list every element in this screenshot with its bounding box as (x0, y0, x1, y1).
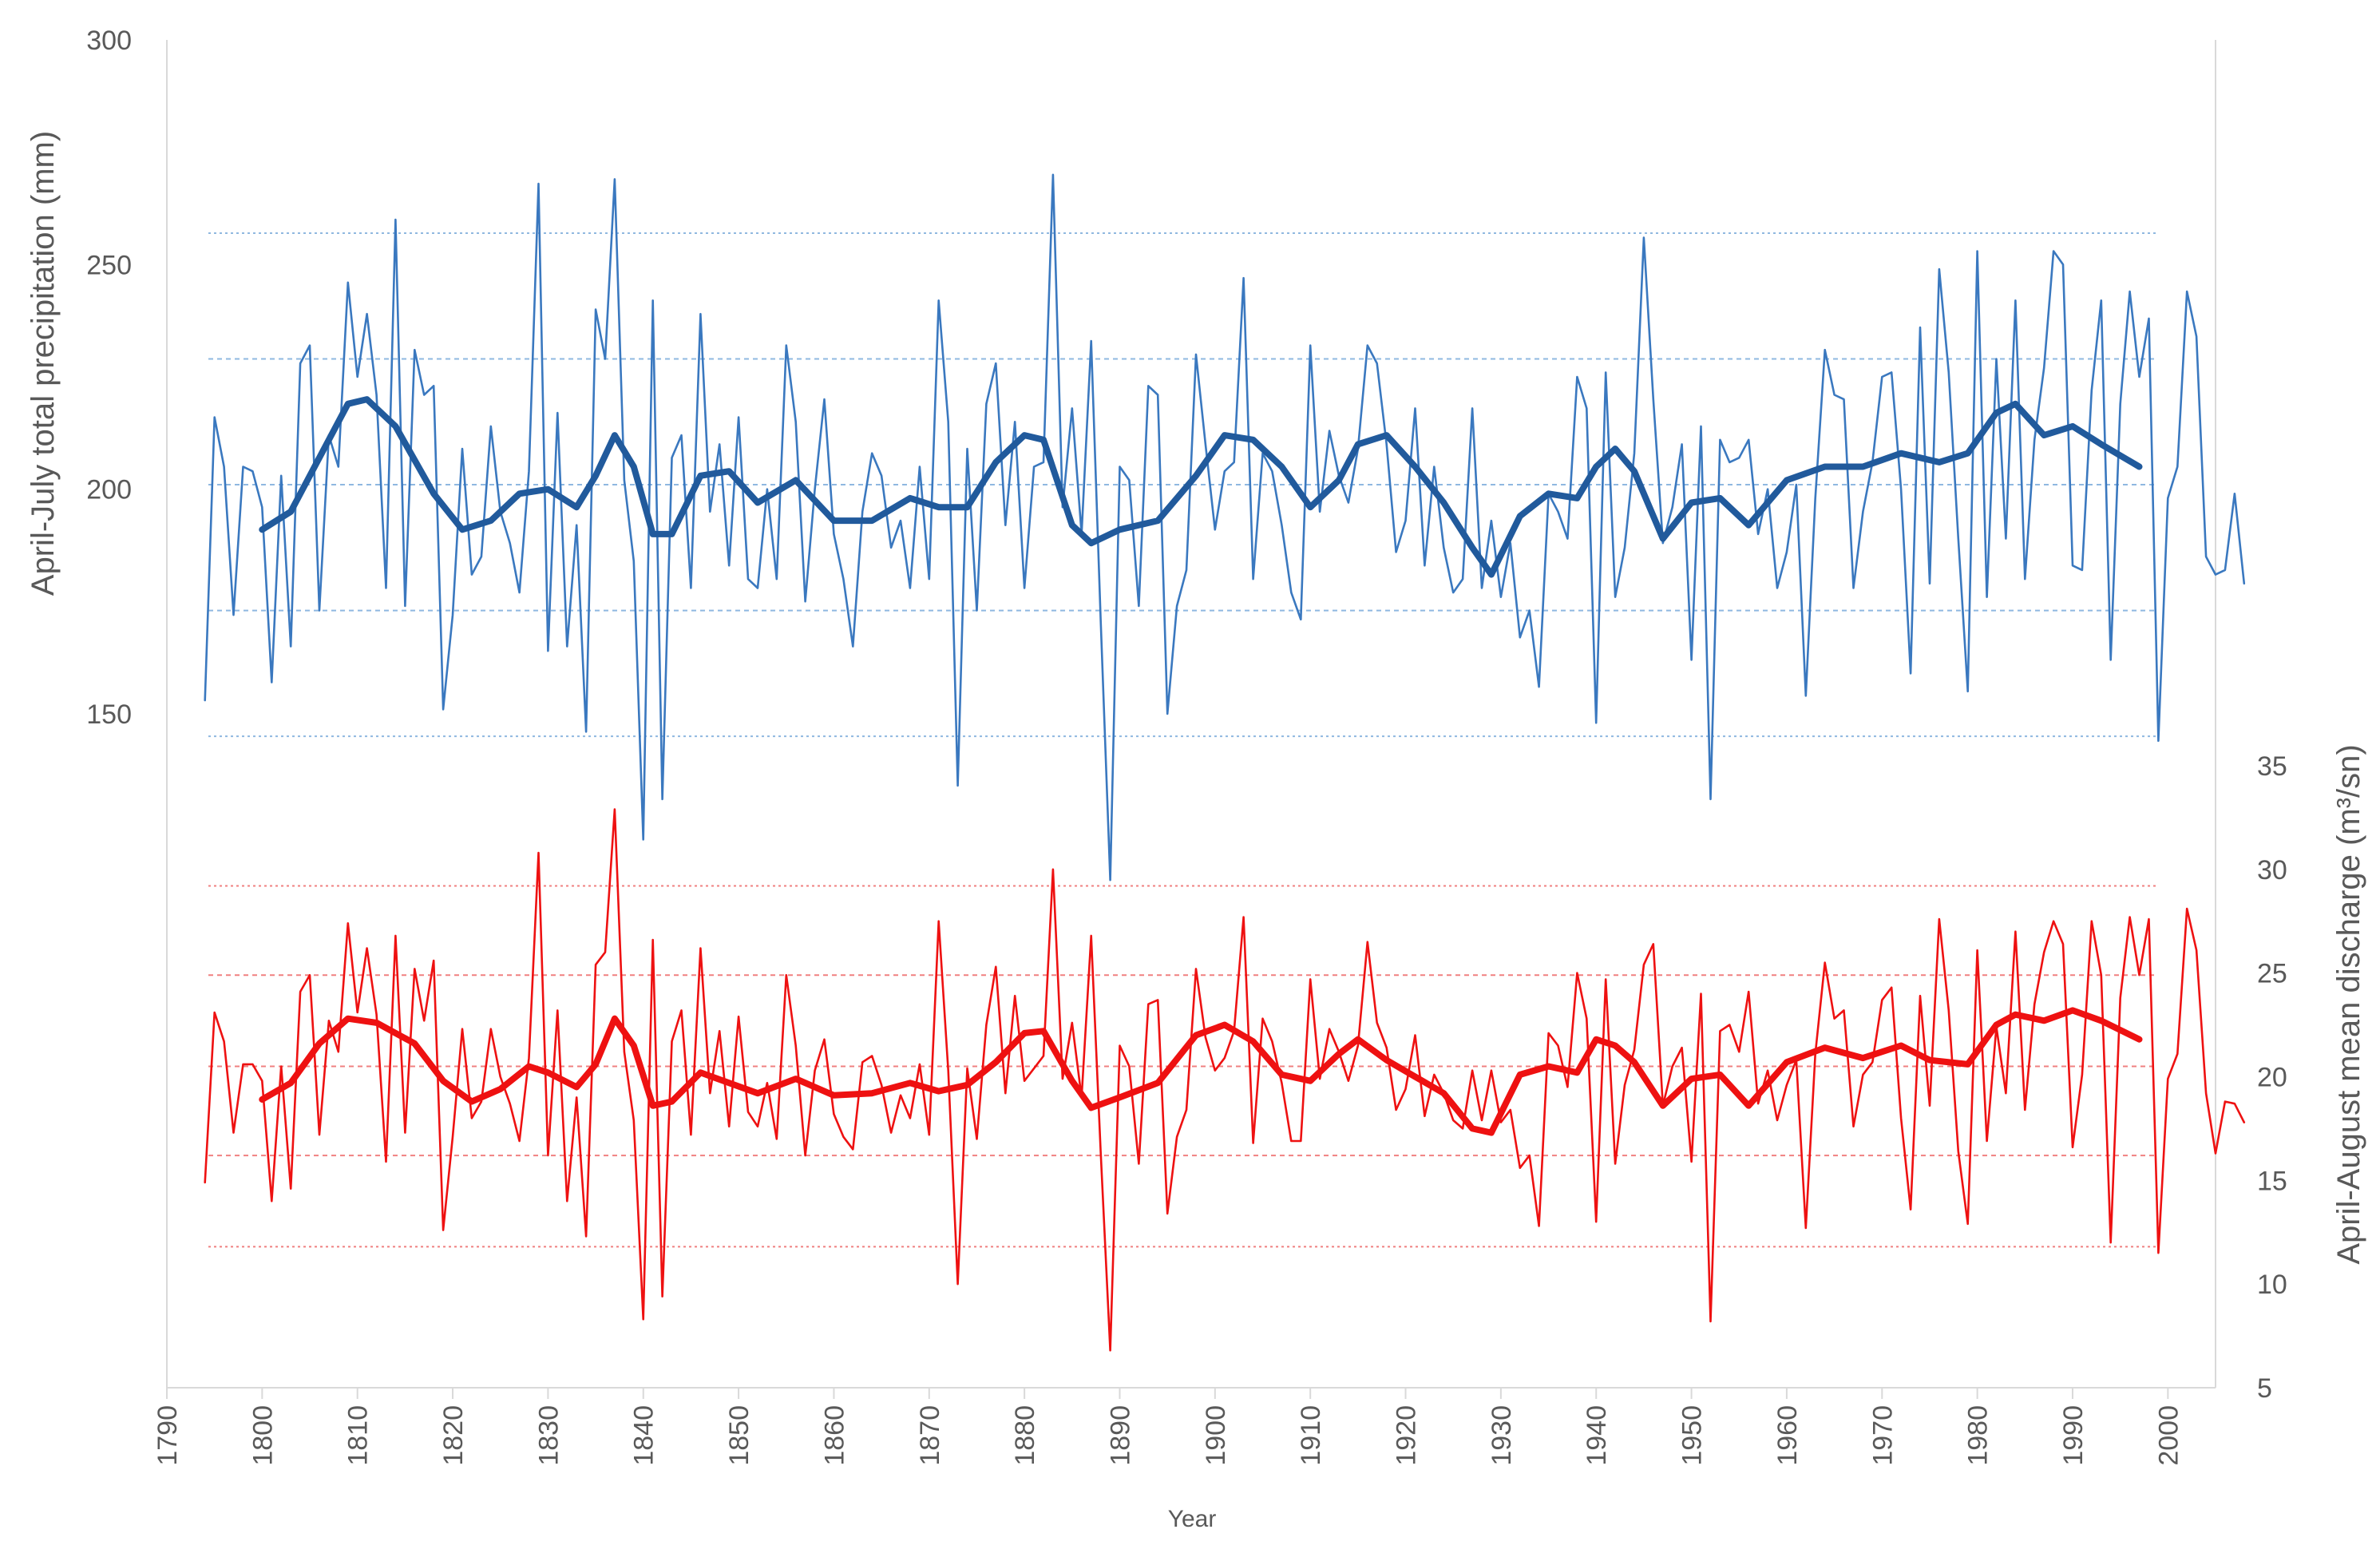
x-tick-label: 1940 (1582, 1405, 1612, 1466)
right-axis-title: April-August mean discharge (m³/sn) (2331, 744, 2366, 1264)
x-tick-label: 1830 (533, 1405, 564, 1466)
right-y-tick-label: 15 (2257, 1166, 2287, 1196)
left-y-tick-label: 200 (86, 475, 132, 505)
x-tick-label: 1980 (1963, 1405, 1994, 1466)
reference-lines (208, 232, 2156, 1248)
x-tick-label: 1970 (1867, 1405, 1898, 1466)
x-tick-label: 1920 (1392, 1405, 1422, 1466)
axes (166, 40, 2216, 1389)
left-y-tick-label: 250 (86, 250, 132, 280)
x-tick-label: 1820 (438, 1405, 469, 1466)
x-tick-label: 1910 (1296, 1405, 1326, 1466)
right-y-tick-label: 25 (2257, 959, 2287, 989)
x-tick-label: 1960 (1772, 1405, 1803, 1466)
precipitation-line (204, 173, 2246, 882)
right-y-tick-label: 30 (2257, 855, 2287, 885)
x-tick-label: 1990 (2058, 1405, 2089, 1466)
right-y-tick-label: 10 (2257, 1270, 2287, 1300)
discharge-smoothed-line (259, 1007, 2143, 1136)
x-tick-label: 1810 (343, 1405, 374, 1466)
x-tick-label: 1790 (152, 1405, 183, 1466)
x-tick-label: 1880 (1010, 1405, 1040, 1466)
x-tick-label: 1900 (1201, 1405, 1231, 1466)
left-axis-title: April-July total precipitation (mm) (26, 131, 61, 596)
left-y-tick-label: 300 (86, 26, 132, 56)
x-axis-title: Year (1168, 1506, 1217, 1532)
left-y-tick-label: 150 (86, 699, 132, 730)
right-y-tick-label: 5 (2257, 1373, 2272, 1404)
series-group (204, 173, 2246, 1352)
right-y-tick-label: 20 (2257, 1062, 2287, 1092)
x-tick-label: 1890 (1105, 1405, 1135, 1466)
x-tick-label: 1930 (1487, 1405, 1517, 1466)
x-tick-label: 1800 (248, 1405, 278, 1466)
right-y-tick-label: 35 (2257, 751, 2287, 782)
x-tick-label: 1850 (724, 1405, 754, 1466)
precipitation-smoothed-line (259, 396, 2143, 578)
x-tick-label: 1870 (915, 1405, 945, 1466)
x-tick-label: 1840 (629, 1405, 659, 1466)
x-tick-label: 2000 (2153, 1405, 2184, 1466)
x-tick-label: 1950 (1677, 1405, 1708, 1466)
discharge-line (204, 808, 2246, 1352)
x-tick-label: 1860 (819, 1405, 849, 1466)
tick-labels: 1790 1800 1810 1820 1830 1840 1850 1860 1870 1880… (86, 26, 2287, 1466)
